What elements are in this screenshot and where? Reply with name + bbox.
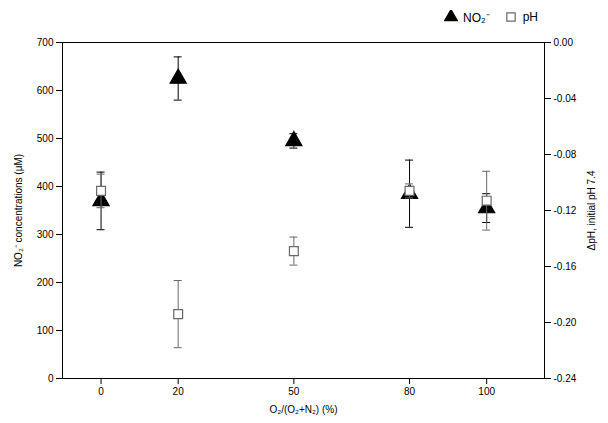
- svg-text:700: 700: [37, 37, 54, 48]
- svg-text:-0.16: -0.16: [554, 261, 577, 272]
- html-text:pH: pH: [522, 10, 538, 24]
- svg-text:0.00: 0.00: [554, 37, 574, 48]
- svg-text:500: 500: [37, 133, 54, 144]
- svg-text:0: 0: [48, 373, 54, 384]
- svg-text:100: 100: [37, 325, 54, 336]
- svg-text:-0.24: -0.24: [554, 373, 577, 384]
- svg-text:-0.20: -0.20: [554, 317, 577, 328]
- svg-text:ΔpH, initial pH 7.4: ΔpH, initial pH 7.4: [586, 170, 597, 250]
- svg-text:20: 20: [173, 386, 185, 397]
- svg-text:-0.04: -0.04: [554, 93, 577, 104]
- svg-text:600: 600: [37, 85, 54, 96]
- svg-text:200: 200: [37, 277, 54, 288]
- svg-text:0: 0: [98, 386, 104, 397]
- svg-text:-0.12: -0.12: [554, 205, 577, 216]
- svg-text:O₂/(O₂+N₂) (%): O₂/(O₂+N₂) (%): [269, 404, 337, 415]
- svg-text:80: 80: [404, 386, 416, 397]
- svg-text:-0.08: -0.08: [554, 149, 577, 160]
- svg-text:50: 50: [288, 386, 300, 397]
- svg-text:100: 100: [478, 386, 495, 397]
- svg-text:300: 300: [37, 229, 54, 240]
- svg-text:NO₂⁻ concentrations (μM): NO₂⁻ concentrations (μM): [13, 154, 24, 267]
- svg-text:400: 400: [37, 181, 54, 192]
- html-text:NO₂⁻: NO₂⁻: [463, 10, 490, 25]
